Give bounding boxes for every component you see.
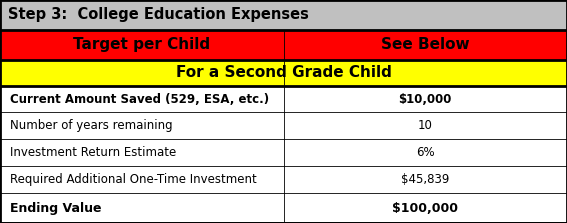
Text: Number of years remaining: Number of years remaining — [10, 120, 173, 132]
Text: For a Second Grade Child: For a Second Grade Child — [176, 65, 391, 80]
Text: Ending Value: Ending Value — [10, 202, 101, 215]
Bar — [0, 112, 284, 139]
Bar — [0, 86, 284, 112]
Bar — [284, 86, 567, 112]
Text: See Below: See Below — [381, 37, 469, 52]
Bar — [0, 0, 567, 30]
Text: Step 3:  College Education Expenses: Step 3: College Education Expenses — [8, 7, 309, 23]
Text: Investment Return Estimate: Investment Return Estimate — [10, 146, 176, 159]
Bar — [0, 60, 567, 86]
Text: 6%: 6% — [416, 146, 434, 159]
Text: 10: 10 — [418, 120, 433, 132]
Bar — [284, 139, 567, 166]
Bar — [284, 166, 567, 193]
Text: Required Additional One-Time Investment: Required Additional One-Time Investment — [10, 173, 257, 186]
Text: Target per Child: Target per Child — [73, 37, 210, 52]
Bar — [0, 139, 284, 166]
Bar — [284, 30, 567, 60]
Bar — [0, 166, 284, 193]
Bar — [284, 193, 567, 223]
Bar — [284, 112, 567, 139]
Text: $100,000: $100,000 — [392, 202, 458, 215]
Text: $10,000: $10,000 — [399, 93, 452, 105]
Text: Current Amount Saved (529, ESA, etc.): Current Amount Saved (529, ESA, etc.) — [10, 93, 269, 105]
Text: $45,839: $45,839 — [401, 173, 450, 186]
Bar — [0, 193, 284, 223]
Bar — [0, 30, 284, 60]
